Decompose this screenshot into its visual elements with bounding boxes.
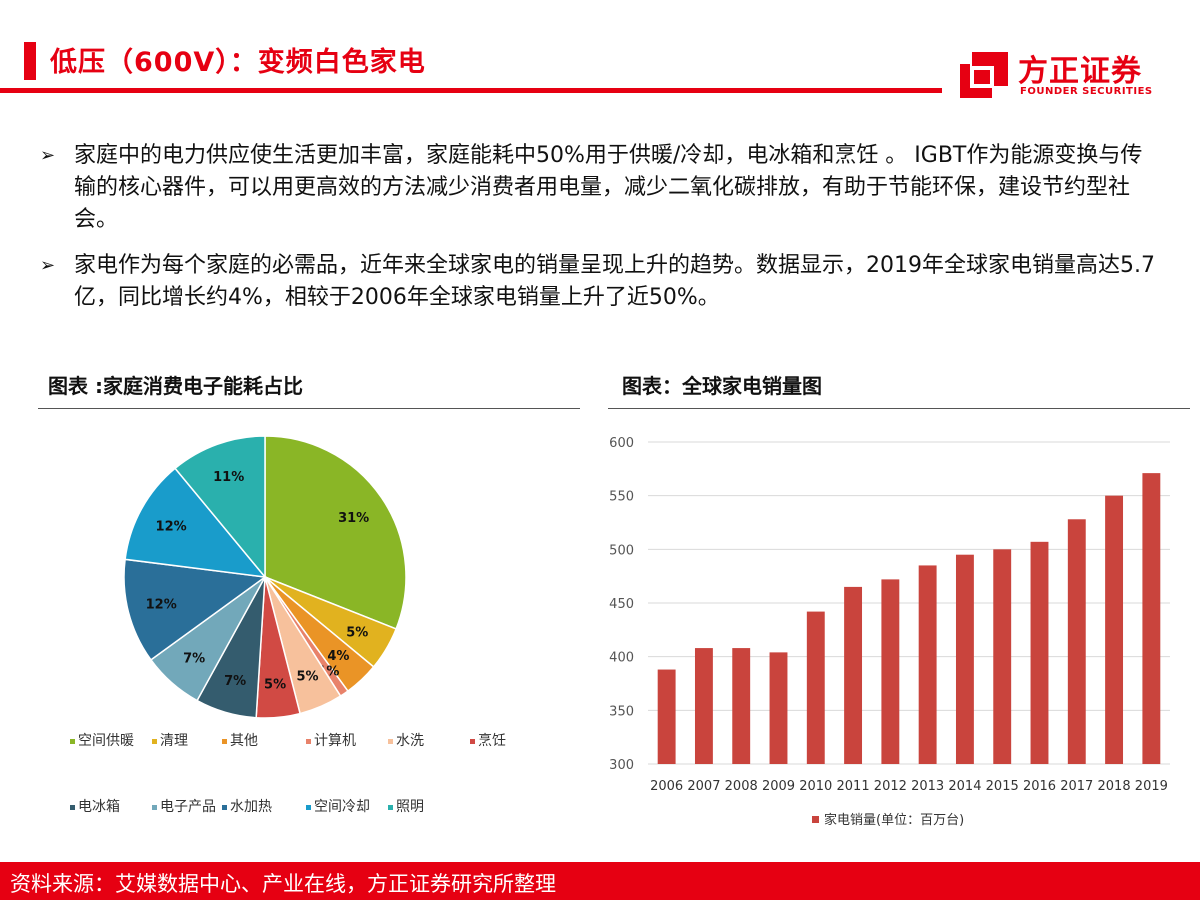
legend-label: 水洗	[396, 733, 424, 749]
x-tick-label: 2007	[687, 779, 720, 794]
arrow-bullet-icon: ➢	[40, 255, 56, 276]
y-tick-label: 500	[609, 543, 634, 558]
pie-slice	[123, 558, 267, 661]
x-tick-label: 2010	[799, 779, 832, 794]
bar	[769, 652, 788, 764]
legend-swatch	[306, 805, 311, 810]
title-underline	[0, 88, 942, 93]
pie-chart-title: 图表 :家庭消费电子能耗占比	[48, 374, 303, 398]
source-note: 资料来源：艾媒数据中心、产业在线，方正证券研究所整理	[10, 872, 556, 896]
x-tick-label: 2012	[874, 779, 907, 794]
x-tick-label: 2008	[725, 779, 758, 794]
pie-slice	[174, 435, 266, 580]
legend-swatch	[222, 805, 227, 810]
bar-chart-rule	[608, 408, 1190, 409]
legend-label: 空间供暖	[78, 733, 134, 749]
legend-label: 烹饪	[478, 732, 506, 749]
bullet-item: ➢ 家庭中的电力供应使生活更加丰富，家庭能耗中50%用于供暖/冷却，电冰箱和烹饪…	[40, 140, 1160, 236]
arrow-bullet-icon: ➢	[40, 145, 56, 166]
logo-chinese-name: 方正证券	[1018, 54, 1142, 89]
y-tick-label: 350	[609, 704, 634, 719]
legend-label: 清理	[160, 733, 188, 749]
legend-label: 空间冷却	[314, 799, 370, 815]
x-tick-label: 2011	[837, 779, 870, 794]
bar	[732, 648, 751, 764]
y-tick-label: 400	[609, 651, 634, 666]
founder-securities-logo: 方正证券 FOUNDER SECURITIES	[958, 46, 1168, 102]
bar	[1067, 519, 1086, 764]
pie-slice	[124, 467, 267, 578]
pie-data-label: 4%	[327, 649, 349, 664]
legend-label: 其他	[230, 733, 258, 749]
bar	[1030, 541, 1049, 764]
pie-data-label: 31%	[338, 511, 369, 526]
pie-data-label: 12%	[156, 519, 187, 534]
x-tick-label: 2018	[1098, 779, 1131, 794]
x-tick-label: 2013	[911, 779, 944, 794]
title-accent-bar	[24, 42, 36, 80]
legend-swatch	[152, 739, 157, 744]
bar	[657, 669, 676, 764]
y-tick-label: 550	[609, 490, 634, 505]
bar	[955, 554, 974, 764]
legend-label: 电冰箱	[78, 799, 120, 815]
pie-data-label: 7%	[183, 651, 205, 666]
legend-label: 计算机	[314, 733, 356, 749]
x-tick-label: 2016	[1023, 779, 1056, 794]
bullet-list: ➢ 家庭中的电力供应使生活更加丰富，家庭能耗中50%用于供暖/冷却，电冰箱和烹饪…	[40, 140, 1160, 328]
legend-swatch	[306, 739, 311, 744]
y-tick-label: 450	[609, 597, 634, 612]
logo-english-name: FOUNDER SECURITIES	[1020, 86, 1153, 97]
footer-bar: 资料来源：艾媒数据中心、产业在线，方正证券研究所整理	[0, 862, 1200, 900]
logo-mark-icon	[960, 52, 1008, 98]
bar	[806, 611, 825, 764]
legend-swatch	[222, 739, 227, 744]
legend-swatch	[388, 805, 393, 810]
pie-data-label: 11%	[213, 470, 244, 485]
pie-data-label: 5%	[264, 678, 286, 693]
pie-data-label: 12%	[146, 598, 177, 613]
legend-label: 水加热	[230, 799, 272, 815]
legend-swatch	[812, 816, 819, 823]
y-tick-label: 600	[609, 436, 634, 451]
pie-chart-rule	[38, 408, 580, 409]
bar	[694, 648, 713, 764]
y-tick-label: 300	[609, 758, 634, 773]
bullet-text: 家电作为每个家庭的必需品，近年来全球家电的销量呈现上升的趋势。数据显示，2019…	[74, 253, 1155, 310]
legend-swatch	[388, 739, 393, 744]
x-tick-label: 2019	[1135, 779, 1168, 794]
bar	[1105, 495, 1124, 764]
legend-label: 家电销量(单位：百万台)	[824, 812, 964, 828]
legend-swatch	[470, 739, 475, 744]
bar	[844, 586, 863, 764]
x-tick-label: 2014	[948, 779, 981, 794]
legend-swatch	[70, 805, 75, 810]
legend-swatch	[152, 805, 157, 810]
pie-slice	[264, 435, 407, 630]
bar	[881, 579, 900, 764]
pie-data-label: 5%	[346, 626, 368, 641]
bar-chart: 300 350 400 450 500 550 600 2006 2007 2008 2009 201…	[609, 436, 1170, 828]
bullet-item: ➢ 家电作为每个家庭的必需品，近年来全球家电的销量呈现上升的趋势。数据显示，20…	[40, 250, 1160, 314]
pie-chart: 31%5%4%1%5%5%7%7%12%12%11%空间供暖 清理 其他 计算机 水洗烹…	[70, 435, 506, 815]
bullet-text: 家庭中的电力供应使生活更加丰富，家庭能耗中50%用于供暖/冷却，电冰箱和烹饪 。…	[74, 143, 1143, 232]
bar	[1142, 473, 1161, 764]
bar	[918, 565, 937, 764]
x-tick-label: 2015	[986, 779, 1019, 794]
bar-chart-title: 图表：全球家电销量图	[622, 374, 822, 398]
legend-label: 照明	[396, 799, 424, 815]
legend-label: 电子产品	[160, 799, 216, 815]
x-tick-label: 2009	[762, 779, 795, 794]
pie-data-label: 7%	[224, 674, 246, 689]
legend-swatch	[70, 739, 75, 744]
x-tick-label: 2006	[650, 779, 683, 794]
x-tick-label: 2017	[1060, 779, 1093, 794]
bar	[993, 549, 1012, 764]
pie-data-label: 5%	[297, 669, 319, 684]
page-title: 低压（600V）：变频白色家电	[50, 47, 426, 78]
